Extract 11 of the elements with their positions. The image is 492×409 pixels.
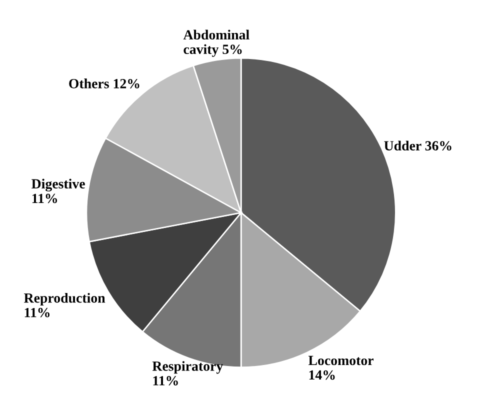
slice-label: Digestive — [32, 178, 85, 192]
slice-label: Udder 36% — [384, 140, 452, 151]
slice-label: Respiratory — [152, 361, 224, 374]
data-label: 11% — [24, 308, 50, 318]
data-label: 11% — [153, 376, 178, 386]
slice-label: Reproduction — [24, 292, 106, 306]
data-label: 11% — [32, 194, 58, 204]
slice-label: Locomotor — [308, 356, 374, 366]
slice-label: Abdominal cavity 5% — [183, 30, 250, 57]
data-label: 14% — [309, 370, 335, 380]
slice-label: Others 12% — [69, 78, 140, 88]
